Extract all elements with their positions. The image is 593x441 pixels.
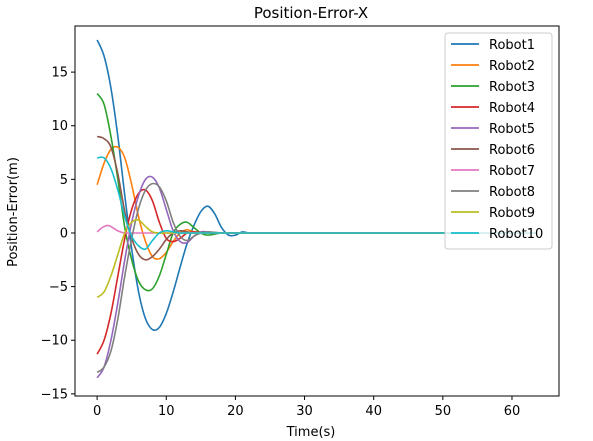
y-tick-label: −10 [41, 334, 68, 349]
legend-label-robot10: Robot10 [489, 227, 543, 242]
x-tick-label: 50 [435, 404, 452, 419]
y-tick-label: 10 [51, 119, 68, 134]
y-tick-label: 0 [60, 226, 68, 241]
legend-label-robot6: Robot6 [489, 143, 535, 158]
chart-title: Position-Error-X [254, 4, 368, 22]
legend-label-robot8: Robot8 [489, 185, 535, 200]
x-tick-label: 30 [296, 404, 313, 419]
legend-label-robot2: Robot2 [489, 59, 535, 74]
y-tick-label: −15 [41, 387, 68, 402]
legend-label-robot7: Robot7 [489, 164, 535, 179]
plot-frame [74, 25, 560, 397]
legend-label-robot1: Robot1 [489, 38, 535, 53]
x-tick-label: 60 [504, 404, 521, 419]
plot-area [74, 25, 560, 397]
legend-box [444, 32, 553, 250]
series-line-robot10 [97, 156, 537, 251]
legend: Robot1 Robot2 Robot3 Robot4 Robot5 Robot6 Robo… [444, 32, 553, 250]
x-axis-title: Time(s) [286, 425, 336, 440]
x-axis-ticks: 0 10 20 30 40 50 60 [93, 396, 520, 419]
x-tick-label: 10 [158, 404, 175, 419]
y-tick-label: 15 [51, 66, 68, 81]
x-tick-label: 40 [365, 404, 382, 419]
legend-label-robot9: Robot9 [489, 206, 535, 221]
y-tick-label: 5 [60, 173, 68, 188]
y-axis-title: Position-Error(m) [6, 157, 21, 267]
legend-label-robot5: Robot5 [489, 122, 535, 137]
x-tick-label: 0 [93, 404, 101, 419]
x-tick-label: 20 [227, 404, 244, 419]
y-axis-ticks: −15 −10 −5 0 5 10 15 [41, 66, 75, 402]
legend-label-robot4: Robot4 [489, 101, 535, 116]
legend-label-robot3: Robot3 [489, 80, 535, 95]
y-tick-label: −5 [49, 280, 68, 295]
